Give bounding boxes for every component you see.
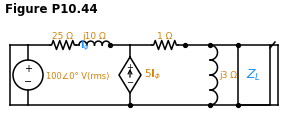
Text: j10 Ω: j10 Ω bbox=[83, 32, 106, 41]
Text: 25 Ω: 25 Ω bbox=[53, 32, 73, 41]
Text: −: − bbox=[24, 77, 32, 87]
Text: −: − bbox=[127, 78, 133, 88]
Text: +: + bbox=[24, 64, 32, 74]
Text: 100∠0° V(rms): 100∠0° V(rms) bbox=[46, 73, 109, 82]
Text: $5\mathbf{I}_\phi$: $5\mathbf{I}_\phi$ bbox=[144, 68, 161, 82]
Text: Figure P10.44: Figure P10.44 bbox=[5, 3, 98, 16]
Text: 1 Ω: 1 Ω bbox=[157, 32, 173, 41]
Bar bbox=[238, 45, 270, 105]
Text: +: + bbox=[127, 64, 133, 73]
Text: $\mathbf{I}_\phi$: $\mathbf{I}_\phi$ bbox=[80, 39, 90, 53]
Text: j3 Ω: j3 Ω bbox=[219, 70, 237, 80]
Text: $Z_L$: $Z_L$ bbox=[247, 67, 262, 83]
